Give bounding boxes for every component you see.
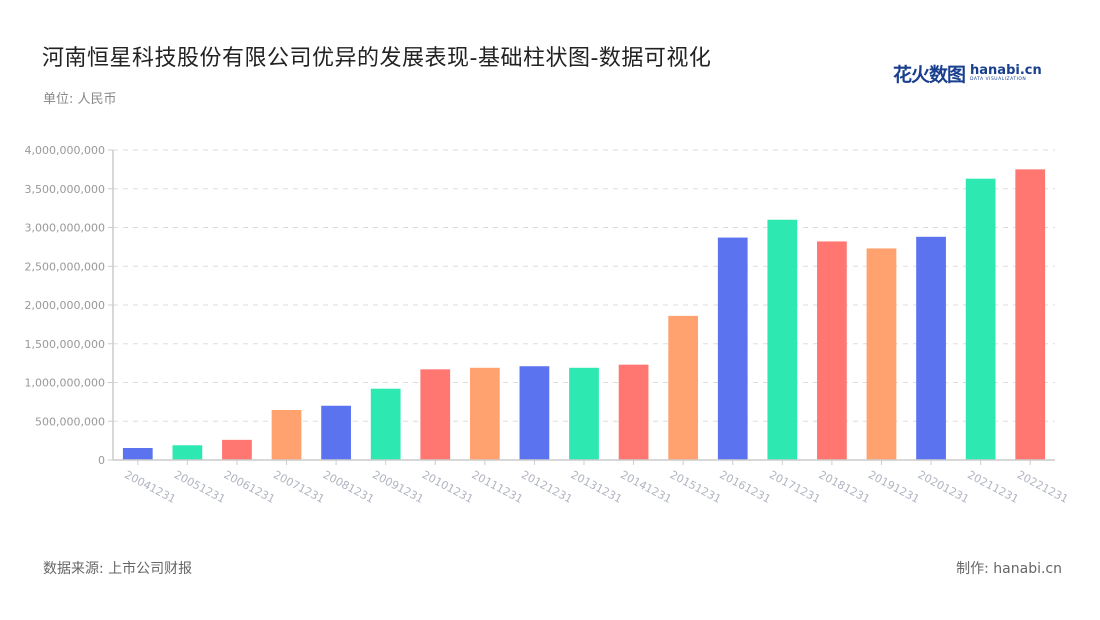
bars bbox=[122, 169, 1046, 461]
x-tick-label: 20211231 bbox=[965, 468, 1021, 506]
logo-en-block: hanabi.cn DATA VISUALIZATION bbox=[970, 64, 1042, 83]
x-tick-label: 20201231 bbox=[916, 468, 972, 506]
bar-20221231[interactable] bbox=[1015, 169, 1046, 460]
x-tick-label: 20181231 bbox=[816, 468, 872, 506]
x-tick-label: 20221231 bbox=[1015, 468, 1071, 506]
bar-20161231[interactable] bbox=[717, 237, 748, 460]
x-axis: 2004123120051231200612312007123120081231… bbox=[113, 459, 1071, 506]
y-tick-label: 3,500,000,000 bbox=[25, 183, 105, 196]
x-tick-label: 20041231 bbox=[122, 468, 178, 506]
bar-20121231[interactable] bbox=[519, 366, 550, 460]
x-tick-label: 20051231 bbox=[172, 468, 228, 506]
y-tick-label: 3,000,000,000 bbox=[25, 222, 105, 235]
y-tick-label: 1,500,000,000 bbox=[25, 338, 105, 351]
credit-text: 制作: hanabi.cn bbox=[956, 561, 1062, 577]
logo-cn-text: 花火数图 bbox=[893, 64, 966, 86]
bar-20201231[interactable] bbox=[916, 236, 946, 460]
x-tick-label: 20131231 bbox=[569, 468, 625, 506]
x-tick-label: 20111231 bbox=[469, 468, 525, 506]
y-tick-label: 0 bbox=[98, 454, 105, 467]
logo-sub-text: DATA VISUALIZATION bbox=[970, 77, 1027, 83]
y-tick-label: 1,000,000,000 bbox=[25, 377, 105, 390]
bar-20131231[interactable] bbox=[569, 367, 599, 460]
bar-20101231[interactable] bbox=[420, 369, 451, 460]
bar-20171231[interactable] bbox=[767, 219, 798, 460]
x-tick-label: 20081231 bbox=[321, 468, 377, 506]
bar-20211231[interactable] bbox=[965, 178, 996, 461]
bar-20111231[interactable] bbox=[469, 367, 500, 460]
x-tick-label: 20071231 bbox=[271, 468, 327, 506]
y-tick-label: 500,000,000 bbox=[35, 415, 105, 428]
bar-20041231[interactable] bbox=[122, 447, 153, 460]
chart-title: 河南恒星科技股份有限公司优异的发展表现-基础柱状图-数据可视化 bbox=[42, 46, 712, 71]
x-tick-label: 20171231 bbox=[767, 468, 823, 506]
bar-20051231[interactable] bbox=[172, 445, 203, 460]
logo-en-text: hanabi.cn bbox=[970, 63, 1042, 79]
x-tick-label: 20191231 bbox=[866, 468, 922, 506]
x-tick-label: 20161231 bbox=[717, 468, 773, 506]
bar-20091231[interactable] bbox=[370, 388, 401, 460]
x-tick-label: 20121231 bbox=[519, 468, 575, 506]
bar-20181231[interactable] bbox=[817, 241, 847, 460]
y-tick-label: 2,500,000,000 bbox=[25, 260, 105, 273]
bar-20141231[interactable] bbox=[618, 364, 649, 460]
x-tick-label: 20101231 bbox=[420, 468, 476, 506]
y-axis: 0 500,000,000 1,000,000,000 1,500,000,000 2,… bbox=[25, 144, 114, 467]
bar-20081231[interactable] bbox=[321, 405, 351, 460]
data-source: 数据来源: 上市公司财报 bbox=[43, 561, 193, 577]
bar-20151231[interactable] bbox=[668, 315, 699, 460]
brand-logo: 花火数图 hanabi.cn DATA VISUALIZATION bbox=[893, 60, 1042, 87]
x-tick-label: 20091231 bbox=[370, 468, 426, 506]
x-tick-label: 20151231 bbox=[668, 468, 724, 506]
x-tick-label: 20141231 bbox=[618, 468, 674, 506]
y-tick-label: 2,000,000,000 bbox=[25, 299, 105, 312]
bar-20191231[interactable] bbox=[866, 248, 897, 460]
bar-20071231[interactable] bbox=[271, 410, 302, 460]
y-tick-label: 4,000,000,000 bbox=[25, 144, 105, 157]
bar-20061231[interactable] bbox=[222, 439, 252, 460]
unit-label: 单位: 人民币 bbox=[43, 92, 117, 107]
x-tick-label: 20061231 bbox=[222, 468, 278, 506]
